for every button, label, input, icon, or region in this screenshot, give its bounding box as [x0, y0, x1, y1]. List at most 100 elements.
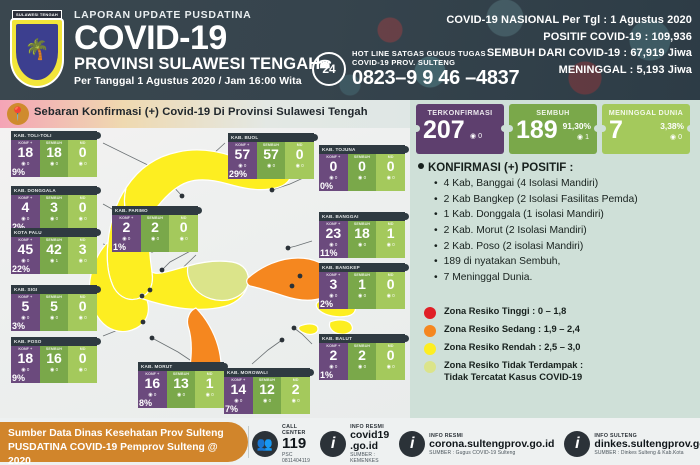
col-meninggal: MD 0 ◉ 0: [376, 343, 406, 380]
list-item: 2 Kab Bangkep (2 Isolasi Fasilitas Pemda…: [434, 192, 638, 208]
col-header: MD: [387, 222, 394, 226]
col-sembuh: SEMBUH 2 ◉ 0: [140, 215, 170, 252]
list-item: 2 Kab. Poso (2 isolasi Mandiri): [434, 239, 638, 255]
district-box-donggala[interactable]: KAB. DONGGALA KONF + 4 ◉ 0 2% SEMBUH 3 ◉…: [11, 186, 101, 232]
md-value: 1: [205, 375, 214, 391]
footer-item-covid19-goid[interactable]: i INFO RESMI covid19 .go.id SUMBER : KEM…: [320, 424, 389, 464]
district-name: KAB. DONGGALA: [11, 186, 101, 195]
col-sembuh: SEMBUH 12 ◉ 0: [252, 377, 282, 414]
md-value: 3: [78, 241, 87, 257]
sembuh-delta: ◉ 0: [357, 174, 367, 181]
stat-card-meninggal[interactable]: MENINGGAL DUNIA 7 3,38% ◉ 0: [598, 104, 694, 154]
district-box-tojuna[interactable]: KAB. TOJUNA KONF + 0 ◉ 0 0% SEMBUH 0 ◉ 0…: [319, 145, 409, 191]
col-header: SEMBUH: [353, 155, 371, 159]
footer-item-corona-sultengprov[interactable]: i INFO RESMI corona.sultengprov.go.id SU…: [399, 424, 554, 464]
district-box-poso[interactable]: KAB. POSO KONF + 18 ◉ 0 9% SEMBUH 16 ◉ 0…: [11, 337, 101, 383]
footer-item-note: SUMBER : Gugus COVID-19 Sulteng: [429, 449, 516, 456]
konf-delta: ◉ 0: [21, 160, 30, 167]
district-box-balut[interactable]: KAB. BALUT KONF + 2 ◉ 0 1% SEMBUH 2 ◉ 0 …: [319, 334, 409, 380]
district-box-kota-palu[interactable]: KOTA PALU KONF + 45 ◉ 0 22% SEMBUH 42 ◉ …: [11, 228, 101, 274]
col-konfirmasi: KONF + 16 ◉ 0 8%: [138, 371, 167, 408]
district-box-morowali[interactable]: KAB. MOROWALI KONF + 14 ◉ 0 7% SEMBUH 12…: [224, 368, 314, 414]
col-meninggal: MD 3 ◉ 0: [68, 237, 98, 274]
header-subtitle: PROVINSI SULAWESI TENGAH: [74, 54, 321, 73]
col-sembuh: SEMBUH 0 ◉ 0: [347, 154, 377, 191]
district-box-bangkep[interactable]: KAB. BANGKEP KONF + 3 ◉ 0 2% SEMBUH 1 ◉ …: [319, 263, 409, 309]
konf-value: 2: [329, 347, 338, 363]
col-header: SEMBUH: [262, 143, 280, 147]
konf-delta: ◉ 0: [21, 257, 30, 264]
district-name: KAB. PARIMO: [112, 206, 202, 215]
col-sembuh: SEMBUH 13 ◉ 0: [166, 371, 196, 408]
col-header: MD: [79, 196, 86, 200]
col-meninggal: MD 0 ◉ 0: [285, 142, 315, 179]
sembuh-value: 1: [358, 276, 366, 292]
sembuh-value: 42: [46, 241, 62, 257]
konf-value: 45: [17, 241, 34, 257]
md-delta: ◉ 0: [78, 215, 87, 222]
stat-card-sembuh[interactable]: SEMBUH 189 91,30% ◉ 1: [505, 104, 601, 154]
col-header: KONF +: [235, 143, 250, 147]
footer-item-note: SUMBER : Dinkes Sulteng & Kab.Kota: [594, 449, 684, 456]
md-value: 0: [78, 350, 87, 366]
district-box-morut[interactable]: KAB. MORUT KONF + 16 ◉ 0 8% SEMBUH 13 ◉ …: [138, 362, 228, 408]
col-sembuh: SEMBUH 5 ◉ 0: [39, 294, 69, 331]
col-header: SEMBUH: [172, 372, 190, 376]
district-name: KAB. TOLI-TOLI: [11, 131, 101, 140]
source-line-1: Sumber Data Dinas Kesehatan Prov Sulteng: [8, 428, 224, 439]
konf-pct: 2%: [12, 222, 26, 232]
konf-value: 18: [17, 350, 34, 366]
sembuh-delta: ◉ 0: [49, 215, 59, 222]
col-header: KONF +: [18, 295, 33, 299]
col-konfirmasi: KONF + 18 ◉ 0 9%: [11, 346, 40, 383]
sembuh-delta: ◉ 0: [357, 363, 367, 370]
district-box-banggai[interactable]: KAB. BANGGAI KONF + 23 ◉ 0 11% SEMBUH 18…: [319, 212, 409, 258]
col-meninggal: MD 1 ◉ 0: [376, 221, 406, 258]
district-box-buol[interactable]: KAB. BUOL KONF + 57 ◉ 0 29% SEMBUH 57 ◉ …: [228, 133, 318, 179]
legend-swatch-icon: [424, 343, 436, 355]
legend-label: Zona Resiko Sedang : 1,9 – 2,4: [444, 324, 580, 334]
md-value: 1: [386, 225, 395, 241]
sembuh-value: 12: [259, 381, 275, 397]
page-title: COVID-19: [74, 19, 227, 57]
col-meninggal: MD 0 ◉ 0: [68, 195, 98, 232]
konf-pct: 0%: [320, 181, 334, 191]
map-title: Sebaran Konfirmasi (+) Covid-19 Di Provi…: [34, 106, 368, 118]
col-header: KONF +: [326, 273, 341, 277]
map-panel: 📍 Sebaran Konfirmasi (+) Covid-19 Di Pro…: [0, 100, 410, 418]
footer-item-call-center[interactable]: 👥 CALL CENTER 119 PSC 0811404119: [252, 424, 310, 464]
konf-delta: ◉ 0: [21, 366, 30, 373]
md-value: 2: [291, 381, 300, 397]
stat-value: 207: [423, 116, 465, 144]
legend-label: Zona Resiko Rendah : 2,5 – 3,0: [444, 342, 581, 352]
konf-pct: 7%: [225, 404, 239, 414]
sembuh-value: 2: [358, 347, 366, 363]
region-bangkep-island2: [328, 319, 353, 335]
header: 🌴 SULAWESI TENGAH LAPORAN UPDATE PUSDATI…: [0, 0, 700, 100]
col-header: SEMBUH: [146, 216, 164, 220]
konf-delta: ◉ 0: [148, 391, 157, 398]
footer-item-value: covid19 .go.id: [350, 429, 390, 453]
district-name: KAB. BANGGAI: [319, 212, 409, 221]
stat-card-terkonfirmasi[interactable]: TERKONFIRMASI 207 ◉ 0: [412, 104, 508, 154]
bullet-dot-icon: [418, 163, 424, 169]
district-box-tolitoli[interactable]: KAB. TOLI-TOLI KONF + 18 ◉ 0 9% SEMBUH 1…: [11, 131, 101, 177]
sembuh-value: 2: [151, 219, 159, 235]
col-header: MD: [296, 143, 303, 147]
md-value: 0: [386, 276, 395, 292]
col-header: MD: [79, 141, 86, 145]
konf-delta: ◉ 0: [329, 174, 338, 181]
konf-pct: 29%: [229, 169, 248, 179]
col-header: SEMBUH: [45, 196, 63, 200]
stat-label: SEMBUH: [536, 108, 570, 117]
region-tojuna: [186, 260, 249, 302]
col-header: KONF +: [18, 238, 33, 242]
sembuh-delta: ◉ 0: [357, 292, 367, 299]
footer-item-dinkes-sultengprov[interactable]: i INFO SULTENG dinkes.sultengprov.go.id …: [564, 424, 700, 464]
sembuh-value: 18: [354, 225, 370, 241]
hotline-line1: HOT LINE SATGAS GUGUS TUGAS: [352, 49, 486, 58]
col-header: MD: [79, 238, 86, 242]
district-box-parimo[interactable]: KAB. PARIMO KONF + 2 ◉ 0 1% SEMBUH 2 ◉ 0…: [112, 206, 202, 252]
district-box-sigi[interactable]: KAB. SIGI KONF + 5 ◉ 0 3% SEMBUH 5 ◉ 0 M…: [11, 285, 101, 331]
